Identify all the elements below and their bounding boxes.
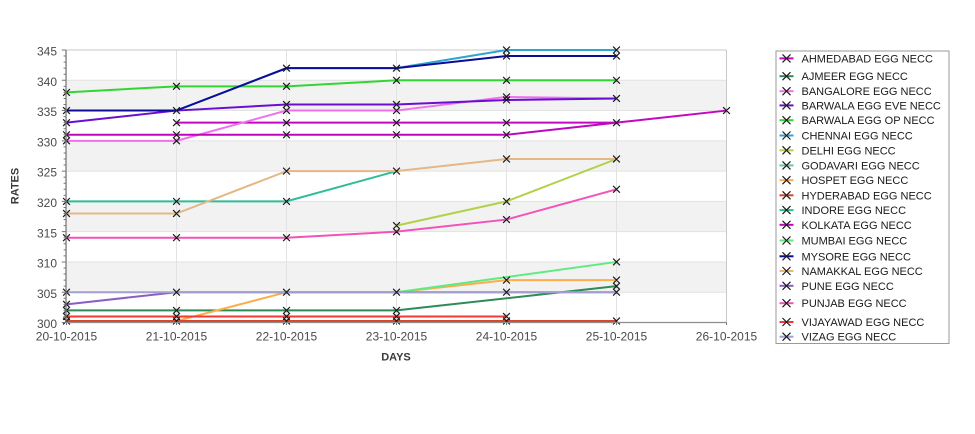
svg-text:BANGALORE EGG NECC: BANGALORE EGG NECC	[802, 86, 932, 98]
svg-text:DELHI EGG NECC: DELHI EGG NECC	[802, 145, 896, 157]
svg-text:GODAVARI EGG NECC: GODAVARI EGG NECC	[802, 160, 920, 172]
svg-text:25-10-2015: 25-10-2015	[586, 329, 648, 343]
svg-text:305: 305	[37, 287, 57, 301]
svg-text:AHMEDABAD EGG NECC: AHMEDABAD EGG NECC	[802, 53, 933, 65]
svg-text:PUNJAB EGG NECC: PUNJAB EGG NECC	[802, 298, 907, 310]
svg-text:325: 325	[37, 166, 57, 180]
svg-text:330: 330	[37, 135, 57, 149]
svg-text:NAMAKKAL EGG NECC: NAMAKKAL EGG NECC	[802, 266, 923, 278]
svg-text:MUMBAI EGG NECC: MUMBAI EGG NECC	[802, 236, 908, 248]
svg-text:340: 340	[37, 75, 57, 89]
svg-text:310: 310	[37, 257, 57, 271]
svg-text:KOLKATA EGG NECC: KOLKATA EGG NECC	[802, 220, 912, 232]
svg-text:335: 335	[37, 105, 57, 119]
svg-text:320: 320	[37, 196, 57, 210]
svg-text:BARWALA EGG EVE NECC: BARWALA EGG EVE NECC	[802, 100, 941, 112]
svg-text:24-10-2015: 24-10-2015	[476, 329, 538, 343]
svg-text:VIJAYAWAD EGG NECC: VIJAYAWAD EGG NECC	[802, 317, 925, 329]
svg-text:345: 345	[37, 45, 57, 59]
svg-text:CHENNAI EGG NECC: CHENNAI EGG NECC	[802, 131, 913, 143]
svg-text:26-10-2015: 26-10-2015	[696, 329, 758, 343]
svg-text:AJMEER EGG NECC: AJMEER EGG NECC	[802, 71, 908, 83]
svg-text:300: 300	[37, 317, 57, 331]
svg-text:23-10-2015: 23-10-2015	[366, 329, 428, 343]
svg-text:RATES: RATES	[9, 168, 21, 204]
svg-text:VIZAG EGG NECC: VIZAG EGG NECC	[802, 332, 897, 344]
svg-text:DAYS: DAYS	[381, 351, 411, 363]
svg-text:INDORE EGG NECC: INDORE EGG NECC	[802, 205, 907, 217]
svg-text:PUNE EGG NECC: PUNE EGG NECC	[802, 281, 894, 293]
svg-text:22-10-2015: 22-10-2015	[256, 329, 318, 343]
svg-text:BARWALA EGG OP NECC: BARWALA EGG OP NECC	[802, 115, 935, 127]
svg-text:HYDERABAD EGG NECC: HYDERABAD EGG NECC	[802, 190, 932, 202]
svg-text:HOSPET EGG NECC: HOSPET EGG NECC	[802, 175, 909, 187]
svg-text:20-10-2015: 20-10-2015	[36, 329, 98, 343]
svg-text:21-10-2015: 21-10-2015	[146, 329, 208, 343]
svg-text:315: 315	[37, 226, 57, 240]
svg-text:MYSORE EGG NECC: MYSORE EGG NECC	[802, 251, 911, 263]
